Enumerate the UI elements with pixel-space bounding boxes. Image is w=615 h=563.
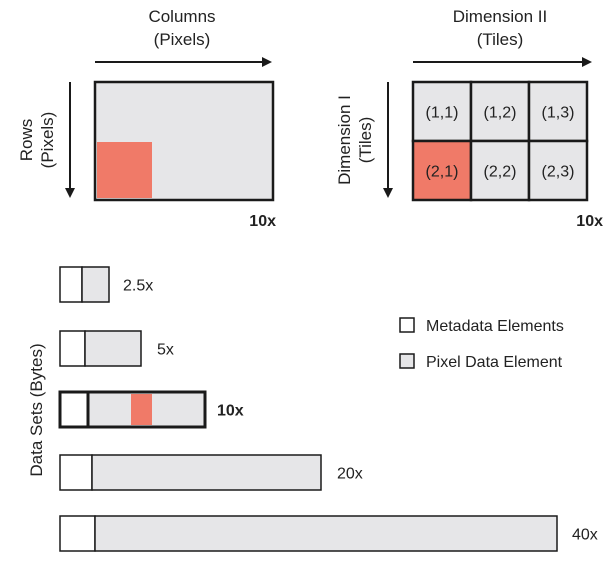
metadata-element [59, 266, 83, 303]
tile-panel-magnification: 10x [576, 213, 603, 230]
metadata-element [58, 390, 90, 429]
legend-pixel-swatch [399, 353, 415, 369]
dimension-ii-axis-title: Dimension II [453, 7, 547, 26]
tile-label: (2,1) [426, 164, 459, 181]
dataset-size-label: 40x [572, 527, 598, 544]
tile-grid-panel: Dimension II (Tiles) Dimension I (Tiles)… [335, 7, 603, 230]
dataset-size-label: 20x [337, 466, 363, 483]
highlighted-pixel-region [97, 142, 152, 198]
dataset-bars: 2.5x 5x 10x 20x 40x [58, 266, 598, 552]
rows-axis-title: Rows [17, 119, 36, 162]
pixel-grid-panel: Columns (Pixels) Rows (Pixels) 10x [17, 7, 276, 230]
legend: Metadata Elements Pixel Data Element [399, 317, 564, 371]
legend-pixel-label: Pixel Data Element [426, 354, 563, 371]
tile-label: (1,2) [484, 105, 517, 122]
dimension-i-axis-title: Dimension I [335, 95, 354, 185]
datasets-panel: Data Sets (Bytes) 2.5x 5x 10x 20x 40x [27, 266, 598, 552]
tile-1-2 [469, 80, 531, 143]
dataset-size-label: 2.5x [123, 278, 153, 295]
dataset-size-label: 5x [157, 342, 174, 359]
tile-label: (1,1) [426, 105, 459, 122]
datasets-axis-title: Data Sets (Bytes) [27, 343, 46, 476]
pixel-data-element [91, 454, 322, 491]
legend-metadata-label: Metadata Elements [426, 318, 564, 335]
tile-label: (2,2) [484, 164, 517, 181]
pixel-data-element [81, 266, 110, 303]
dataset-size-label: 10x [217, 403, 244, 420]
pixel-data-element [94, 515, 558, 552]
tile-2-3 [527, 139, 589, 202]
tile-label: (2,3) [542, 164, 575, 181]
rows-axis-unit: (Pixels) [38, 112, 57, 169]
pixel-image-frame [93, 80, 275, 202]
tile-2-2 [469, 139, 531, 202]
tile-grid: (1,1) (1,2) (1,3) (2,1) (2,2) (2,3) [411, 80, 589, 202]
dataset-outline [58, 390, 207, 429]
dimension-i-axis-unit: (Tiles) [356, 117, 375, 164]
highlighted-data-segment [131, 394, 152, 425]
columns-axis-unit: (Pixels) [154, 30, 211, 49]
dimension-ii-axis-unit: (Tiles) [477, 30, 524, 49]
pixel-data-element [84, 330, 142, 367]
tile-label: (1,3) [542, 105, 575, 122]
metadata-element [59, 330, 86, 367]
metadata-element [59, 515, 96, 552]
pixel-panel-magnification: 10x [249, 213, 276, 230]
metadata-element [59, 454, 93, 491]
columns-axis-title: Columns [148, 7, 215, 26]
legend-metadata-swatch [399, 317, 415, 333]
